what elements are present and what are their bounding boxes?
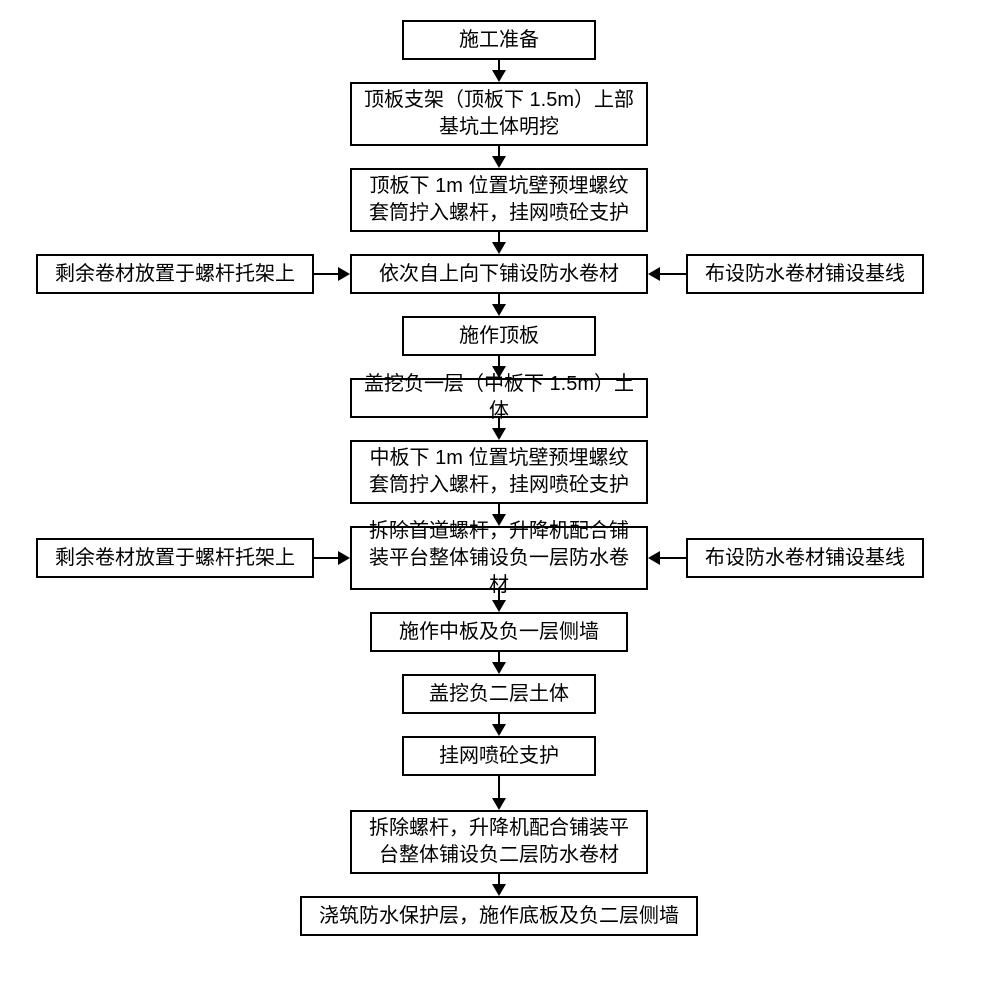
flowchart-container: 施工准备 顶板支架（顶板下 1.5m）上部基坑土体明挖 顶板下 1m 位置坑壁预…	[0, 0, 1000, 997]
step-n4L: 剩余卷材放置于螺杆托架上	[36, 254, 314, 294]
step-n8L: 剩余卷材放置于螺杆托架上	[36, 538, 314, 578]
arrow-head	[648, 267, 660, 281]
arrow-head	[492, 662, 506, 674]
arrow-head	[492, 428, 506, 440]
step-label: 施作中板及负一层侧墙	[399, 619, 599, 646]
step-label: 剩余卷材放置于螺杆托架上	[55, 545, 295, 572]
edge	[314, 273, 340, 275]
step-n8: 拆除首道螺杆，升降机配合铺装平台整体铺设负一层防水卷材	[350, 526, 648, 590]
step-n3: 顶板下 1m 位置坑壁预埋螺纹套筒拧入螺杆，挂网喷砼支护	[350, 168, 648, 232]
step-n7: 中板下 1m 位置坑壁预埋螺纹套筒拧入螺杆，挂网喷砼支护	[350, 440, 648, 504]
step-n4: 依次自上向下铺设防水卷材	[350, 254, 648, 294]
arrow-head	[492, 514, 506, 526]
edge	[498, 776, 500, 800]
arrow-head	[492, 156, 506, 168]
step-label: 挂网喷砼支护	[439, 743, 559, 770]
step-n9: 施作中板及负一层侧墙	[370, 612, 628, 652]
step-n5: 施作顶板	[402, 316, 596, 356]
arrow-head	[338, 551, 350, 565]
step-label: 顶板下 1m 位置坑壁预埋螺纹套筒拧入螺杆，挂网喷砼支护	[360, 173, 638, 227]
arrow-head	[338, 267, 350, 281]
step-label: 布设防水卷材铺设基线	[705, 261, 905, 288]
arrow-head	[492, 884, 506, 896]
step-label: 中板下 1m 位置坑壁预埋螺纹套筒拧入螺杆，挂网喷砼支护	[360, 445, 638, 499]
step-n13: 浇筑防水保护层，施作底板及负二层侧墙	[300, 896, 698, 936]
step-label: 施工准备	[459, 27, 539, 54]
arrow-head	[492, 70, 506, 82]
step-label: 施作顶板	[459, 323, 539, 350]
arrow-head	[492, 304, 506, 316]
edge	[658, 273, 686, 275]
step-n1: 施工准备	[402, 20, 596, 60]
arrow-head	[492, 798, 506, 810]
step-n8R: 布设防水卷材铺设基线	[686, 538, 924, 578]
step-label: 布设防水卷材铺设基线	[705, 545, 905, 572]
arrow-head	[648, 551, 660, 565]
arrow-head	[492, 724, 506, 736]
step-label: 拆除首道螺杆，升降机配合铺装平台整体铺设负一层防水卷材	[360, 518, 638, 599]
edge	[658, 557, 686, 559]
edge	[314, 557, 340, 559]
arrow-head	[492, 242, 506, 254]
step-label: 盖挖负一层（中板下 1.5m）土体	[360, 371, 638, 425]
step-label: 拆除螺杆，升降机配合铺装平台整体铺设负二层防水卷材	[360, 815, 638, 869]
step-label: 依次自上向下铺设防水卷材	[379, 261, 619, 288]
step-n12: 拆除螺杆，升降机配合铺装平台整体铺设负二层防水卷材	[350, 810, 648, 874]
step-n4R: 布设防水卷材铺设基线	[686, 254, 924, 294]
step-label: 剩余卷材放置于螺杆托架上	[55, 261, 295, 288]
step-n10: 盖挖负二层土体	[402, 674, 596, 714]
step-label: 盖挖负二层土体	[429, 681, 569, 708]
arrow-head	[492, 600, 506, 612]
step-label: 顶板支架（顶板下 1.5m）上部基坑土体明挖	[360, 87, 638, 141]
step-n6: 盖挖负一层（中板下 1.5m）土体	[350, 378, 648, 418]
arrow-head	[492, 366, 506, 378]
step-n2: 顶板支架（顶板下 1.5m）上部基坑土体明挖	[350, 82, 648, 146]
step-label: 浇筑防水保护层，施作底板及负二层侧墙	[319, 903, 679, 930]
step-n11: 挂网喷砼支护	[402, 736, 596, 776]
